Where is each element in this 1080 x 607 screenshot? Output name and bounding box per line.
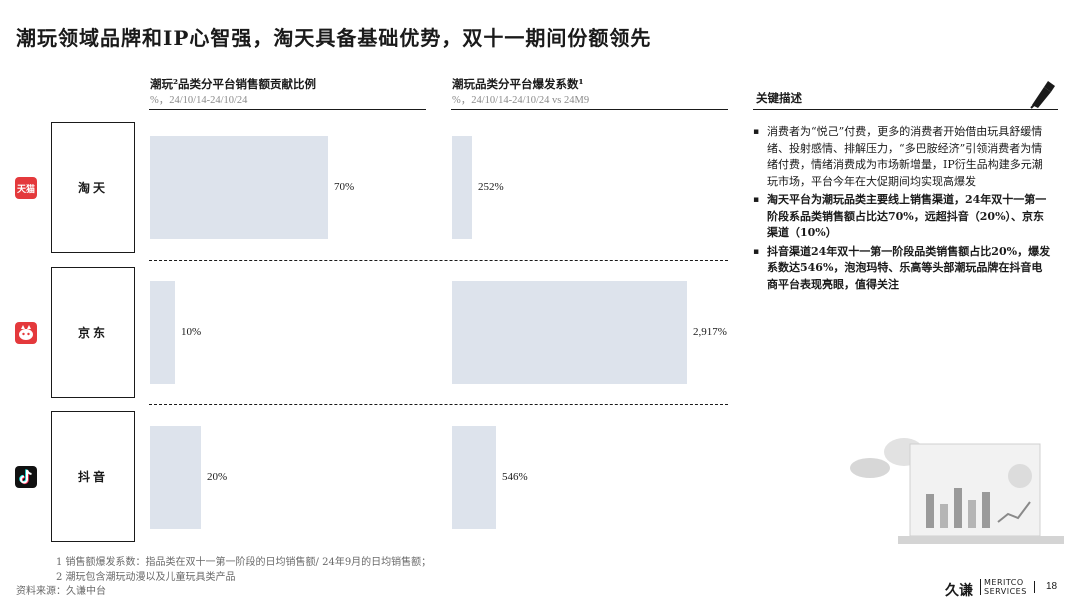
chart1-bar-jd	[150, 281, 175, 384]
source-note: 资料来源：久谦中台	[16, 586, 106, 597]
page-title: 潮玩领域品牌和IP心智强，淘天具备基础优势，双十一期间份额领先	[16, 26, 652, 50]
page-number-divider	[1034, 581, 1035, 593]
pen-icon	[1026, 78, 1058, 114]
description-heading: 关键描述	[756, 91, 802, 105]
tmall-logo-icon: 天猫	[15, 177, 37, 199]
page-number: 18	[1046, 581, 1058, 592]
row-separator	[149, 260, 728, 261]
footnote-2: 2 潮玩包含潮玩动漫以及儿童玩具类产品	[56, 572, 236, 583]
meritco-logo-cn: 久谦	[945, 583, 973, 599]
douyin-logo-icon	[15, 466, 37, 488]
platform-box-taotian: 淘天	[51, 122, 135, 253]
chart1-value-label-douyin: 20%	[207, 471, 228, 483]
chart2-header-rule	[451, 109, 728, 110]
footnote-1: 1 销售额爆发系数：指品类在双十一第一阶段的日均销售额/ 24年9月的日均销售额…	[56, 557, 432, 568]
chart2-bar-taotian	[452, 136, 472, 239]
platform-box-douyin: 抖音	[51, 411, 135, 542]
chart1-value-label-jd: 10%	[181, 326, 202, 338]
logo-divider	[980, 579, 981, 595]
row-separator	[149, 404, 728, 405]
description-list: 消费者为“悦己”付费，更多的消费者开始借由玩具舒缓情绪、投射感情、排解压力，“多…	[753, 124, 1053, 295]
jd-logo-icon	[15, 322, 37, 344]
description-bullet: 消费者为“悦己”付费，更多的消费者开始借由玩具舒缓情绪、投射感情、排解压力，“多…	[753, 124, 1053, 190]
platform-box-jd: 京东	[51, 267, 135, 398]
chart2-value-label-jd: 2,917%	[693, 326, 727, 338]
chart1-header-rule	[149, 109, 426, 110]
description-bullet: 抖音渠道24年双十一第一阶段品类销售额占比20%，爆发系数达546%，泡泡玛特、…	[753, 244, 1053, 294]
chart2-subtitle: %，24/10/14-24/10/24 vs 24M9	[452, 95, 590, 106]
chart2-title: 潮玩品类分平台爆发系数¹	[452, 77, 584, 91]
meritco-logo-en: MERITCO SERVICES	[984, 578, 1027, 596]
laptop-chart-illustration	[848, 434, 1066, 553]
chart2-value-label-douyin: 546%	[502, 471, 528, 483]
chart2-bar-douyin	[452, 426, 496, 529]
chart1-title: 潮玩²品类分平台销售额贡献比例	[150, 77, 317, 91]
description-rule	[753, 109, 1058, 110]
chart2-value-label-taotian: 252%	[478, 181, 504, 193]
chart1-value-label-taotian: 70%	[334, 181, 355, 193]
chart1-bar-douyin	[150, 426, 201, 529]
chart1-subtitle: %，24/10/14-24/10/24	[150, 95, 248, 106]
chart2-bar-jd	[452, 281, 687, 384]
chart1-bar-taotian	[150, 136, 328, 239]
description-bullet: 淘天平台为潮玩品类主要线上销售渠道，24年双十一第一阶段系品类销售额占比达70%…	[753, 192, 1053, 242]
